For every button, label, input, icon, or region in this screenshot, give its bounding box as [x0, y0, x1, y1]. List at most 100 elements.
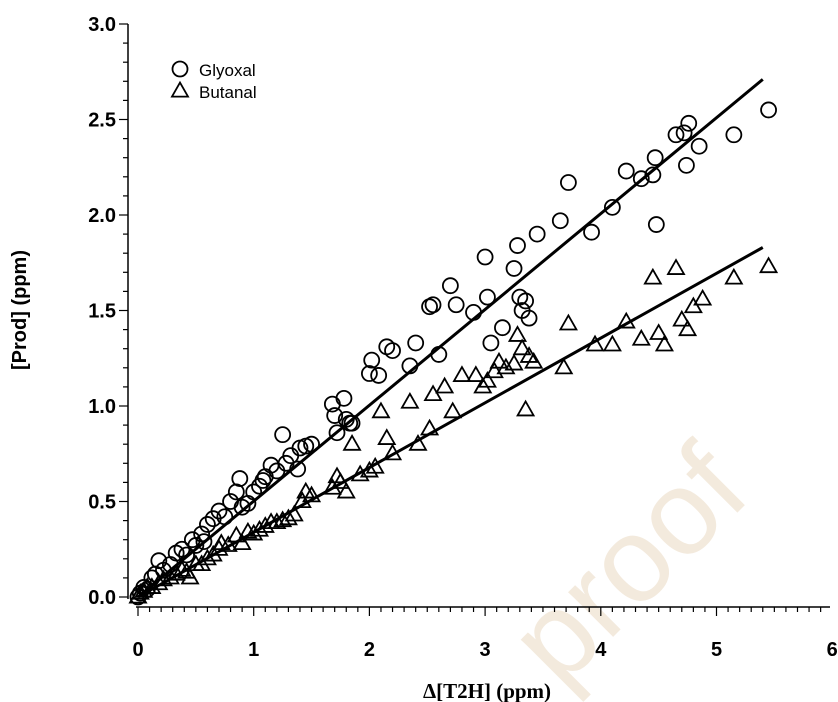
butanal-point — [408, 433, 428, 451]
glyoxal-point — [335, 389, 353, 407]
glyoxal-point — [517, 292, 534, 310]
glyoxal-point — [441, 277, 459, 295]
butanal-point — [377, 428, 397, 445]
butanal-point — [466, 365, 486, 382]
glyoxal-point — [193, 525, 211, 543]
glyoxal-point — [407, 334, 425, 352]
butanal-point — [666, 258, 686, 275]
butanal-point — [203, 544, 223, 562]
fit-line-glyoxal — [137, 78, 764, 599]
butanal-point — [631, 328, 651, 346]
glyoxal-point — [520, 309, 538, 327]
glyoxal-point — [424, 296, 442, 314]
glyoxal-point — [199, 516, 216, 533]
butanal-point — [322, 477, 342, 495]
butanal-point — [232, 533, 252, 551]
butanal-point — [301, 485, 322, 503]
butanal-point — [330, 472, 351, 489]
glyoxal-point — [210, 502, 228, 520]
series-butanal — [128, 256, 779, 604]
butanal-point — [654, 334, 674, 352]
glyoxal-point — [303, 435, 320, 453]
glyoxal-point — [421, 298, 438, 316]
butanal-point — [524, 351, 544, 369]
glyoxal-point — [617, 162, 635, 180]
butanal-point — [420, 418, 440, 436]
glyoxal-point — [289, 460, 307, 478]
butanal-point — [400, 391, 420, 409]
legend-label-butanal: Butanal — [199, 83, 257, 102]
glyoxal-point — [195, 533, 213, 551]
butanal-point — [554, 357, 574, 375]
y-tick-label: 0.0 — [88, 587, 116, 609]
glyoxal-point — [150, 552, 168, 570]
y-tick-label: 2.5 — [88, 110, 116, 132]
butanal-point — [435, 376, 455, 394]
x-tick-label: 6 — [827, 639, 838, 661]
x-tick-label: 4 — [595, 639, 607, 661]
legend-marker-butanal — [170, 80, 190, 98]
glyoxal-point — [505, 260, 523, 277]
butanal-point — [504, 353, 524, 371]
glyoxal-point — [328, 424, 346, 442]
glyoxal-point — [603, 198, 621, 216]
glyoxal-point — [216, 508, 234, 526]
watermark-layer: proof — [484, 420, 773, 702]
butanal-point — [489, 351, 509, 369]
butanal-point — [371, 401, 391, 419]
butanal-point — [342, 433, 362, 451]
x-tick-label: 5 — [711, 639, 722, 661]
y-tick-label: 1.5 — [88, 301, 116, 323]
butanal-point — [507, 325, 528, 342]
glyoxal-point — [647, 216, 665, 233]
butanal-point — [473, 376, 493, 394]
butanal-point — [477, 370, 497, 388]
butanal-point — [672, 309, 692, 327]
butanal-point — [484, 361, 504, 379]
butanal-point — [643, 267, 663, 285]
butanal-point — [512, 338, 532, 356]
glyoxal-point — [528, 225, 546, 243]
butanal-point — [180, 567, 200, 585]
butanal-point — [278, 508, 298, 526]
glyoxal-point — [254, 472, 272, 489]
butanal-point — [336, 481, 356, 499]
butanal-point — [558, 313, 578, 331]
glyoxal-point — [274, 426, 292, 444]
butanal-point — [255, 516, 275, 533]
glyoxal-point — [632, 170, 650, 188]
glyoxal-point — [509, 237, 526, 254]
glyoxal-point — [760, 101, 777, 119]
glyoxal-point — [678, 156, 695, 174]
y-axis-label: [Prod] (ppm) — [9, 250, 31, 370]
glyoxal-point — [360, 365, 378, 382]
x-tick-label: 3 — [480, 639, 491, 661]
butanal-point — [365, 456, 385, 474]
glyoxal-point — [370, 367, 388, 384]
butanal-point — [172, 560, 192, 577]
x-tick-label: 2 — [364, 639, 375, 661]
butanal-point — [693, 288, 713, 306]
glyoxal-point — [560, 174, 577, 191]
glyoxal-point — [447, 296, 465, 314]
legend-marker-glyoxal — [171, 60, 189, 78]
glyoxal-point — [231, 470, 249, 487]
glyoxal-point — [363, 351, 381, 369]
glyoxal-point — [725, 126, 743, 144]
butanal-point — [724, 267, 744, 285]
butanal-point — [238, 521, 258, 539]
butanal-point — [382, 443, 403, 461]
glyoxal-point — [675, 124, 693, 142]
glyoxal-point — [476, 248, 494, 266]
x-tick-label: 0 — [132, 639, 143, 661]
butanal-point — [443, 401, 463, 419]
butanal-point — [496, 357, 516, 375]
glyoxal-point — [401, 357, 419, 375]
legend-label-glyoxal: Glyoxal — [199, 61, 256, 80]
butanal-point — [197, 548, 217, 566]
glyoxal-point — [430, 346, 448, 363]
butanal-point — [759, 256, 779, 274]
butanal-point — [585, 334, 605, 352]
y-tick-label: 0.5 — [88, 492, 116, 514]
butanal-point — [616, 311, 636, 329]
